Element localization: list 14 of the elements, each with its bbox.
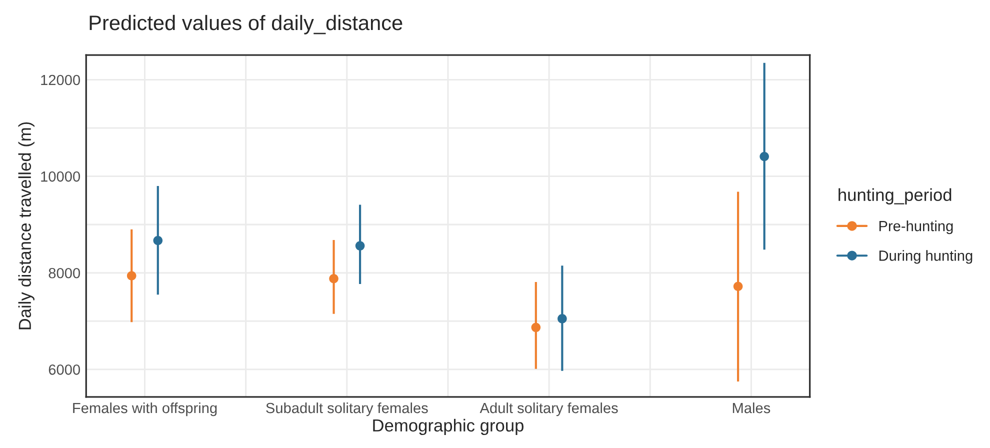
x-tick-label: Subadult solitary females <box>266 402 428 416</box>
y-tick-label: 10000 <box>41 171 80 182</box>
x-tick-label: Females with offspring <box>73 402 217 416</box>
x-axis-title: Demographic group <box>373 418 524 436</box>
y-axis-title: Daily distance travelled (m) <box>18 122 34 330</box>
legend-title: hunting_period <box>838 188 952 204</box>
y-tick-label: 12000 <box>41 74 80 86</box>
chart-title: Predicted values of daily_distance <box>90 14 402 34</box>
x-tick-label: Adult solitary females <box>480 402 618 416</box>
legend-label: Pre-hunting <box>879 220 953 234</box>
x-tick-label: Males <box>732 402 770 414</box>
y-tick-label: 8000 <box>48 268 80 278</box>
y-tick-label: 6000 <box>48 364 80 375</box>
legend-label: During hunting <box>879 250 972 264</box>
